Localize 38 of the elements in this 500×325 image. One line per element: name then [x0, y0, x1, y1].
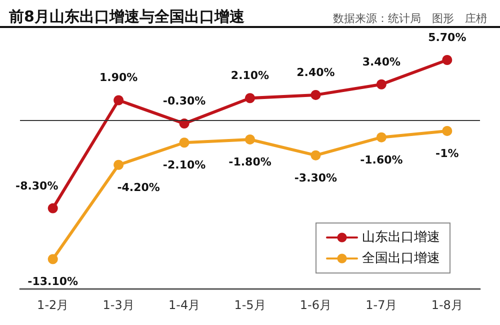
point [376, 132, 386, 142]
point [114, 160, 124, 170]
data-label: -1.60% [360, 153, 403, 166]
point [114, 95, 124, 106]
point [376, 79, 386, 90]
point [442, 126, 452, 136]
point [442, 55, 452, 65]
data-label: -0.30% [162, 94, 206, 108]
data-label: -1% [436, 146, 459, 160]
point [48, 203, 58, 214]
source-note: 数据来源：统计局 图形 庄枬 [333, 12, 487, 25]
point [245, 93, 255, 104]
data-label: -3.30% [294, 171, 338, 184]
data-label: -4.20% [117, 180, 160, 194]
legend-label: 全国出口增速 [362, 251, 440, 266]
data-label: 1.90% [99, 71, 138, 84]
data-label: -2.10% [162, 158, 206, 172]
chart-title: 前8月山东出口增速与全国出口增速 [8, 8, 246, 26]
data-label: 3.40% [362, 55, 401, 68]
data-label: 2.10% [230, 69, 270, 82]
x-tick-label: 1-3月 [102, 298, 134, 312]
x-tick-label: 1-2月 [37, 298, 69, 312]
data-label: 2.40% [296, 66, 335, 79]
point [179, 138, 190, 148]
x-tick-label: 1-5月 [234, 298, 266, 312]
data-label: -13.10% [28, 275, 78, 288]
point [310, 150, 321, 160]
legend-label: 山东出口增速 [362, 230, 440, 245]
x-tick-label: 1-4月 [168, 298, 200, 312]
data-label: 5.70% [428, 31, 466, 44]
x-tick-label: 1-6月 [300, 298, 332, 312]
data-label: -1.80% [228, 155, 272, 168]
data-label: -8.30% [15, 179, 58, 192]
x-tick-label: 1-7月 [366, 298, 398, 312]
point [245, 134, 255, 144]
point [310, 90, 321, 100]
point [48, 254, 58, 264]
x-tick-label: 1-8月 [431, 298, 463, 312]
